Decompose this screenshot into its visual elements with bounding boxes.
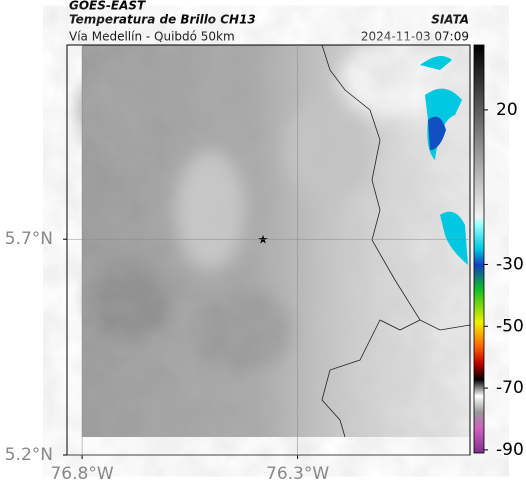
source: GOES-EAST [69,0,146,13]
timestamp: 2024-11-03 07:09 [361,30,469,44]
colorbar [473,44,485,454]
colorbar-label: -90 [496,440,524,460]
y-tick-label: 5.2°N [5,445,53,465]
x-tick-label: 76.3°W [266,464,329,484]
satellite-image: ★ [80,40,471,438]
colorbar-label: -50 [496,316,524,336]
subtitle: Vía Medellín - Quibdó 50km [69,30,235,44]
title: Temperatura de Brillo CH13 [69,13,256,27]
colorbar-label: -70 [496,378,524,398]
colorbar-label: -30 [496,254,524,274]
brand: SIATA [431,13,469,27]
x-tick-label: 76.8°W [50,464,113,484]
colorbar-label: 20 [496,100,518,120]
svg-text:★: ★ [258,233,269,247]
y-tick-label: 5.7°N [5,229,53,249]
